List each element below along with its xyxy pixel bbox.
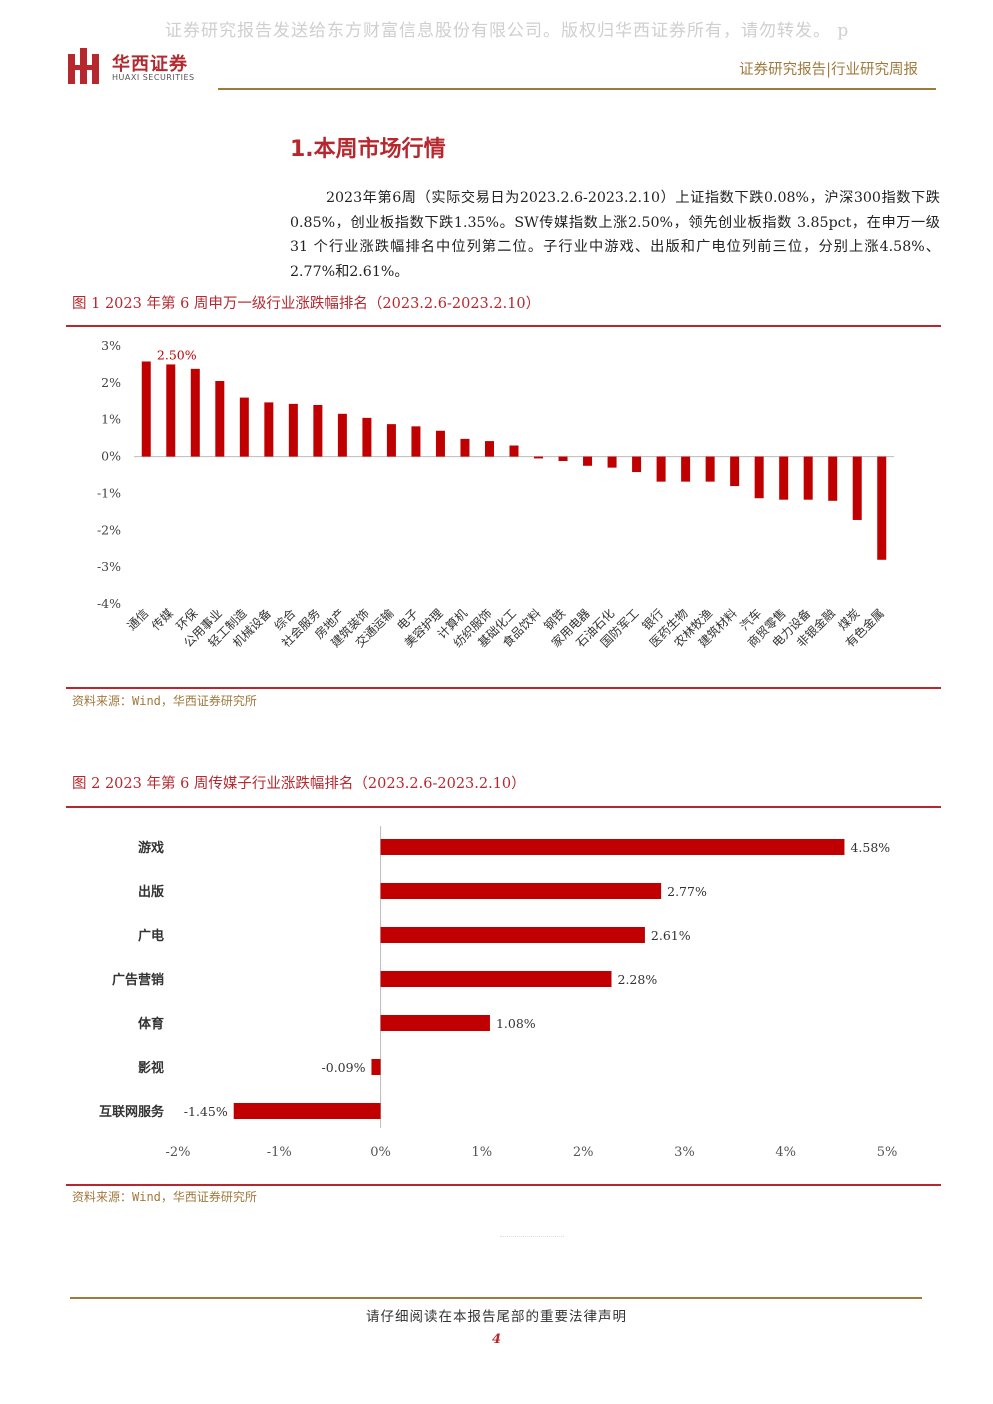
bar xyxy=(754,456,764,499)
section-title: 1.本周市场行情 xyxy=(290,137,446,162)
bar xyxy=(166,364,176,457)
bar xyxy=(852,456,862,520)
y-tick-label: 1% xyxy=(101,412,121,427)
bar xyxy=(435,430,445,457)
logo-name-en: HUAXI SECURITIES xyxy=(112,73,195,82)
category-label: 游戏 xyxy=(138,840,164,856)
y-tick-label: 3% xyxy=(101,338,121,353)
category-label: 出版 xyxy=(138,884,164,900)
footer-divider xyxy=(70,1297,922,1299)
market-summary-paragraph: 2023年第6周（实际交易日为2023.2.6-2023.2.10）上证指数下跌… xyxy=(290,190,940,280)
figure1-top-rule xyxy=(66,325,941,327)
bar xyxy=(681,456,691,482)
data-label: 2.77% xyxy=(667,884,707,899)
figure2-bottom-rule xyxy=(66,1184,941,1186)
bar xyxy=(558,456,568,461)
data-label: 1.08% xyxy=(496,1016,536,1031)
x-tick-label: 5% xyxy=(877,1145,898,1160)
bar xyxy=(705,456,715,482)
header-divider xyxy=(218,88,936,90)
industry-ranking-chart: 3%2%1%0%-1%-2%-3%-4%通信传媒环保公用事业轻工制造机械设备综合… xyxy=(97,338,894,650)
data-label: -1.45% xyxy=(184,1104,228,1119)
x-tick-label: -1% xyxy=(267,1145,292,1160)
report-type-label: 证券研究报告|行业研究周报 xyxy=(739,62,918,78)
category-label: 互联网服务 xyxy=(99,1104,165,1120)
x-tick-label: 2% xyxy=(573,1145,594,1160)
bar xyxy=(380,1015,490,1031)
bar xyxy=(828,456,838,501)
x-tick-label: 3% xyxy=(674,1145,695,1160)
y-tick-label: -3% xyxy=(97,559,121,574)
category-label: 影视 xyxy=(138,1060,164,1076)
bar xyxy=(509,445,519,457)
bar xyxy=(460,438,470,457)
bar xyxy=(632,456,642,473)
x-tick-label: 通信 xyxy=(124,606,151,633)
bar xyxy=(607,456,617,468)
figure2-source: 资料来源：Wind，华西证券研究所 xyxy=(72,1190,257,1204)
bar xyxy=(380,883,662,899)
category-label: 体育 xyxy=(138,1016,164,1032)
data-label: 4.58% xyxy=(850,840,890,855)
bar xyxy=(656,456,666,482)
figure2-title: 图 2 2023 年第 6 周传媒子行业涨跌幅排名（2023.2.6-2023.… xyxy=(72,776,526,792)
y-tick-label: -2% xyxy=(97,522,121,537)
bar xyxy=(484,441,494,457)
bar xyxy=(141,361,151,457)
figure1-source: 资料来源：Wind，华西证券研究所 xyxy=(72,694,257,708)
x-tick-label: -2% xyxy=(165,1145,190,1160)
data-label: 2.61% xyxy=(651,928,691,943)
figure2-top-rule xyxy=(66,806,941,808)
watermark: 证券研究报告发送给东方财富信息股份有限公司。版权归华西证券所有，请勿转发。 p xyxy=(165,21,850,41)
bar xyxy=(371,1059,381,1075)
bar xyxy=(313,404,323,457)
y-tick-label: -1% xyxy=(97,485,121,500)
y-tick-label: -4% xyxy=(97,596,121,611)
bar xyxy=(239,397,249,457)
bar xyxy=(386,424,396,457)
y-tick-label: 2% xyxy=(101,375,121,390)
bar xyxy=(534,456,544,459)
media-subsector-chart: 游戏 4.58% 出版 2.77% 广电 2.61% 广告营销 2.28% 体育 1.08% 影视 -… xyxy=(99,826,898,1160)
logo-name-cn: 华西证券 xyxy=(112,54,188,75)
bar xyxy=(380,971,612,987)
bar xyxy=(380,839,845,855)
category-label: 广告营销 xyxy=(112,972,164,988)
data-label: 2.28% xyxy=(618,972,658,987)
page-number: 4 xyxy=(491,1332,502,1347)
y-tick-label: 0% xyxy=(101,449,121,464)
huaxi-logo-icon xyxy=(68,48,99,84)
bar xyxy=(730,456,740,487)
bar xyxy=(233,1103,381,1119)
footer-disclaimer: 请仔细阅读在本报告尾部的重要法律声明 xyxy=(366,1309,627,1325)
bar xyxy=(264,402,274,457)
x-tick-label: 1% xyxy=(472,1145,493,1160)
x-tick-label: 传媒 xyxy=(148,606,176,634)
bar xyxy=(583,456,593,466)
figure1-bottom-rule xyxy=(66,687,941,689)
bar xyxy=(215,381,225,457)
data-label: -0.09% xyxy=(322,1060,366,1075)
data-label: 2.50% xyxy=(157,347,197,362)
bar xyxy=(380,927,645,943)
bar xyxy=(779,456,789,500)
figure1-title: 图 1 2023 年第 6 周申万一级行业涨跌幅排名（2023.2.6-2023… xyxy=(72,296,541,312)
bar xyxy=(337,413,347,457)
bar xyxy=(411,426,421,457)
divider-dots xyxy=(500,1236,564,1238)
company-logo: 华西证券 HUAXI SECURITIES xyxy=(68,48,228,88)
bar xyxy=(877,456,887,560)
bar xyxy=(803,456,813,500)
bar xyxy=(362,417,372,457)
x-tick-label: 0% xyxy=(370,1145,391,1160)
bar xyxy=(288,403,298,457)
x-tick-label: 4% xyxy=(775,1145,796,1160)
bar xyxy=(190,368,200,457)
category-label: 广电 xyxy=(138,928,164,944)
